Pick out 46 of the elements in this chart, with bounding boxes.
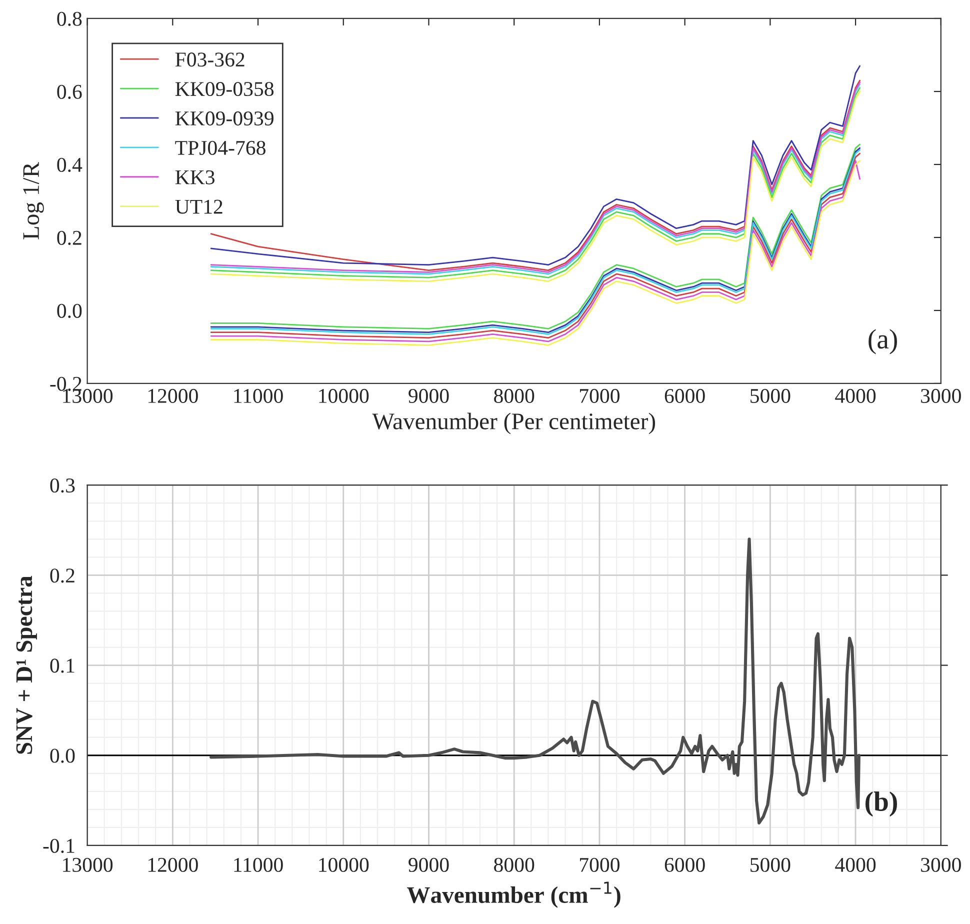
- annotation: (a): [868, 329, 897, 354]
- x-tick-label: 9000: [408, 388, 449, 403]
- x-tick-label: 12000: [148, 858, 198, 872]
- y-tick-label: -0.2: [50, 376, 82, 391]
- y-tick-label: 0.2: [50, 568, 74, 583]
- x-axis-title: Wavenumber (cm$^{−1}$): [407, 882, 620, 908]
- x-axis-title: Wavenumber (Per centimeter): [372, 412, 656, 434]
- legend-label: KK3: [175, 170, 214, 184]
- y-tick-label: 0.8: [57, 12, 82, 26]
- y-tick-label: 0.3: [50, 478, 75, 493]
- x-tick-label: 13000: [63, 858, 113, 872]
- line-series: [210, 538, 860, 824]
- y-tick-label: 0.0: [57, 304, 82, 318]
- legend-label: TPJ04-768: [175, 140, 266, 155]
- x-tick-label: 3000: [921, 858, 961, 872]
- x-tick-label: 3000: [921, 388, 961, 403]
- x-tick-label: 8000: [494, 858, 534, 872]
- y-axis-title: Log 1/R: [23, 162, 44, 240]
- x-tick-label: 13000: [63, 388, 113, 403]
- x-tick-label: 11000: [234, 858, 283, 872]
- x-tick-label: 11000: [234, 388, 283, 403]
- annotation: (b): [865, 791, 898, 817]
- legend-label: KK09-0358: [175, 82, 274, 96]
- x-tick-label: 4000: [835, 858, 876, 872]
- x-tick-label: 9000: [408, 858, 449, 872]
- y-tick-label: 0.4: [57, 158, 82, 172]
- legend-label: UT12: [175, 200, 222, 214]
- x-tick-label: 10000: [319, 858, 369, 872]
- y-tick-label: 0.0: [50, 748, 75, 763]
- x-tick-label: 7000: [580, 388, 620, 403]
- legend-label: KK09-0939: [175, 111, 274, 126]
- y-tick-label: 0.6: [57, 84, 82, 99]
- y-tick-label: 0.2: [57, 230, 82, 245]
- x-tick-label: 12000: [148, 388, 198, 403]
- x-tick-label: 10000: [319, 388, 369, 403]
- x-tick-label: 5000: [750, 388, 790, 403]
- legend-label: F03-362: [175, 52, 244, 67]
- x-tick-label: 6000: [664, 388, 705, 403]
- y-tick-label: -0.1: [43, 838, 74, 853]
- x-tick-label: 7000: [580, 858, 620, 872]
- x-tick-label: 5000: [750, 858, 790, 872]
- y-tick-label: 0.1: [50, 658, 74, 673]
- y-axis-title: SNV + D¹ Spectra: [16, 576, 37, 754]
- x-tick-label: 8000: [494, 388, 534, 403]
- x-tick-label: 6000: [664, 858, 705, 872]
- x-tick-label: 4000: [835, 388, 876, 403]
